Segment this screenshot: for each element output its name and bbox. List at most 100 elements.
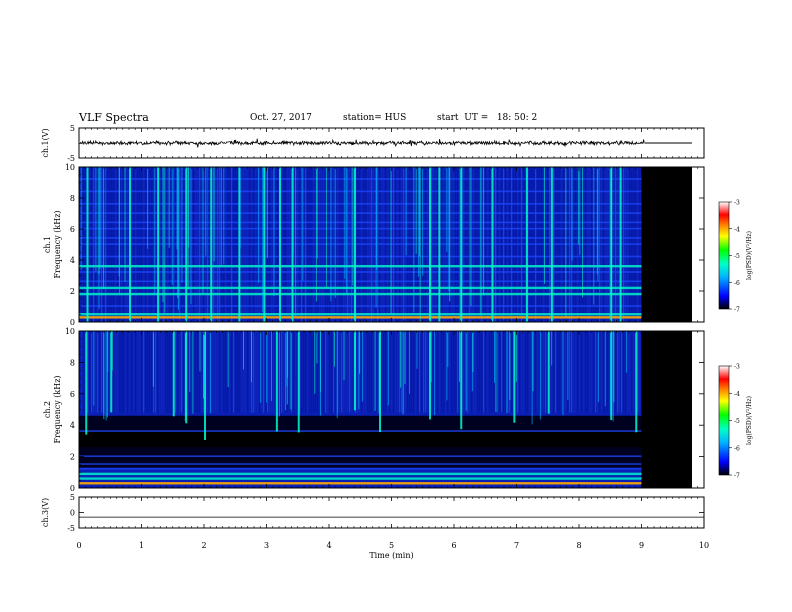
frequency-band	[79, 255, 642, 258]
x-tick-label: 7	[514, 541, 519, 550]
y-axis-label: ch.3(V)	[41, 498, 50, 527]
spectral-burst	[86, 167, 89, 322]
spectral-burst-minor	[99, 167, 101, 269]
channel-label: ch.1	[43, 236, 52, 253]
spectral-burst-minor	[378, 331, 380, 414]
spectral-burst-minor	[419, 167, 421, 322]
spectral-burst	[429, 331, 431, 420]
spectral-burst-minor	[625, 331, 627, 373]
noise-column	[401, 331, 403, 413]
spectral-burst-minor	[203, 331, 205, 399]
spectral-burst-minor	[295, 167, 297, 318]
noise-column	[351, 331, 353, 413]
noise-column	[591, 331, 593, 413]
spectral-burst-minor	[190, 167, 192, 305]
noise-column	[487, 331, 489, 413]
spectral-burst-minor	[185, 331, 187, 417]
noise-column	[149, 331, 151, 413]
noise-column	[307, 331, 309, 413]
noise-column	[121, 331, 123, 413]
spectral-burst-minor	[483, 167, 485, 296]
noise-column	[529, 331, 531, 413]
noise-column	[579, 331, 581, 413]
noise-column	[603, 331, 605, 413]
colorbar	[718, 365, 730, 476]
spectral-burst	[635, 331, 638, 433]
noise-column	[187, 331, 189, 413]
spectral-burst	[204, 331, 206, 440]
noise-column	[547, 331, 549, 413]
spectral-burst-minor	[593, 167, 595, 305]
noise-column	[515, 331, 517, 413]
noise-column	[207, 331, 209, 413]
spectral-burst-minor	[334, 167, 336, 298]
spectral-burst-minor	[209, 331, 211, 414]
station-label: station= HUS	[343, 113, 407, 123]
colorbar-tick-label: -5	[734, 418, 740, 425]
noise-column	[281, 331, 283, 413]
noise-column	[585, 331, 587, 413]
y-tick-label: 6	[70, 225, 75, 234]
noise-column	[239, 331, 241, 413]
colorbar	[718, 201, 730, 310]
y-tick-label: -5	[67, 154, 75, 163]
x-tick-label: 4	[326, 541, 331, 550]
spectral-burst-minor	[181, 167, 183, 283]
spectral-burst-minor	[330, 167, 332, 302]
noise-column	[433, 331, 435, 413]
noise-column	[261, 331, 263, 413]
noise-column	[417, 331, 419, 413]
spectral-burst-minor	[405, 167, 407, 256]
noise-column	[237, 331, 239, 413]
noise-column	[639, 331, 641, 413]
noise-column	[155, 331, 157, 413]
spectral-burst-minor	[171, 167, 173, 285]
spectral-burst-minor	[374, 331, 376, 411]
y-tick-label: 10	[65, 163, 75, 172]
noise-column	[463, 331, 465, 413]
spectral-burst-minor	[80, 167, 82, 270]
noise-column	[177, 331, 179, 413]
spectral-burst-minor	[448, 167, 450, 292]
noise-column	[347, 331, 349, 413]
spectral-burst-minor	[597, 167, 599, 282]
spectral-burst-minor	[205, 167, 207, 256]
spectral-burst-minor	[316, 331, 318, 364]
spectral-burst-minor	[273, 167, 275, 296]
noise-column	[597, 331, 599, 413]
spectral-burst	[379, 331, 381, 433]
noise-column	[219, 331, 221, 413]
noise-column	[569, 331, 571, 413]
spectral-burst-minor	[106, 331, 108, 418]
y-tick-label: 5	[70, 124, 75, 133]
noise-column	[329, 331, 331, 413]
spectral-burst-minor	[446, 167, 448, 252]
noise-column	[159, 331, 161, 413]
spectral-burst-minor	[336, 331, 338, 419]
noise-column	[253, 331, 255, 413]
noise-column	[403, 331, 405, 413]
colorbar-label: log(PSD)(V²/Hz)	[746, 396, 753, 445]
spectral-burst-minor	[177, 167, 179, 310]
noise-column	[353, 331, 355, 413]
noise-column	[147, 331, 149, 413]
noise-column	[109, 331, 111, 413]
noise-column	[501, 331, 503, 413]
ch2-darker-band	[79, 431, 642, 448]
spectral-burst-minor	[531, 331, 533, 425]
noise-column	[249, 331, 251, 413]
spectral-burst-minor	[164, 167, 166, 313]
noise-column	[225, 331, 227, 413]
noise-column	[221, 331, 223, 413]
noise-column	[315, 331, 317, 413]
spectral-burst-minor	[571, 167, 573, 261]
spectral-burst-minor	[515, 331, 517, 382]
spectral-burst-minor	[416, 331, 418, 369]
spectral-burst-minor	[361, 331, 363, 402]
noise-column	[321, 331, 323, 413]
spectral-burst	[279, 167, 281, 322]
spectral-burst-minor	[168, 167, 170, 248]
colorbar-label: log(PSD)(V²/Hz)	[746, 231, 753, 280]
noise-column	[493, 331, 495, 413]
noise-column	[619, 331, 621, 413]
